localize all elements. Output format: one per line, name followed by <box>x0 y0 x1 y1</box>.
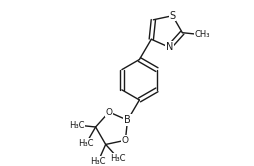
Text: N: N <box>165 42 172 52</box>
Text: S: S <box>169 11 175 21</box>
Text: CH₃: CH₃ <box>194 30 209 39</box>
Text: H₃C: H₃C <box>78 139 94 148</box>
Text: O: O <box>105 108 112 117</box>
Text: H₃C: H₃C <box>90 157 105 166</box>
Text: H₃C: H₃C <box>110 154 125 163</box>
Text: H₃C: H₃C <box>69 121 84 129</box>
Text: B: B <box>124 115 130 125</box>
Text: O: O <box>121 136 128 145</box>
